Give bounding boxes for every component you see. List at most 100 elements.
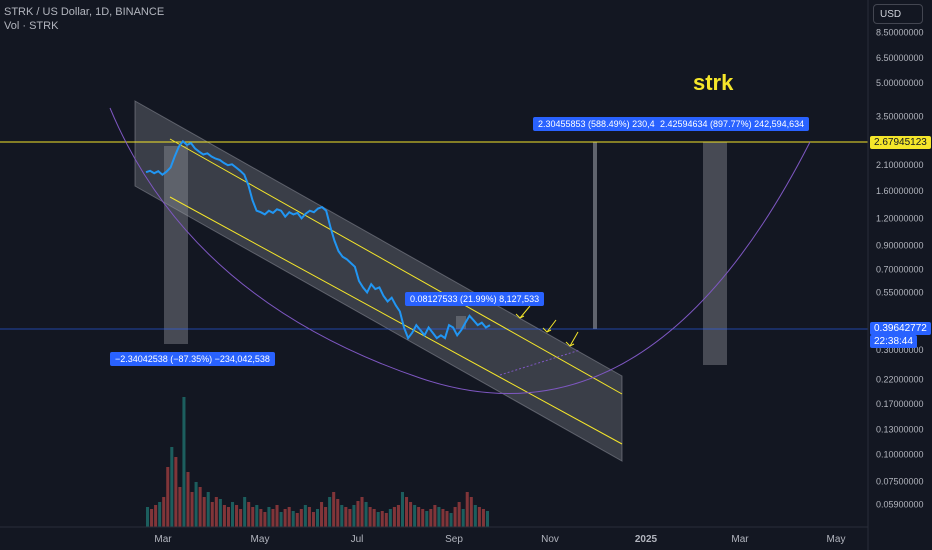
x-tick-label: Jul: [351, 534, 364, 545]
volume-bar: [263, 512, 267, 527]
volume-bar: [218, 499, 222, 527]
drop-measure-box: [164, 146, 188, 344]
x-tick-label: Nov: [541, 534, 559, 545]
volume-bar: [461, 509, 465, 527]
channel-upper-line: [169, 138, 623, 395]
volume-bar: [291, 511, 295, 527]
volume-bar: [417, 507, 421, 527]
y-tick-label: 0.17000000: [876, 399, 924, 409]
volume-bar: [413, 505, 417, 527]
volume-bar: [328, 497, 332, 527]
y-tick-label: 3.50000000: [876, 112, 924, 122]
y-tick-labels: 8.50000000 6.50000000 5.00000000 3.50000000…: [876, 27, 924, 509]
volume-bar: [384, 513, 388, 527]
volume-bar: [340, 505, 344, 527]
volume-bar: [388, 509, 392, 527]
volume-bar: [315, 509, 320, 527]
volume-bar: [348, 509, 352, 527]
target2-measure-box: [703, 142, 727, 365]
volume-bar: [360, 497, 364, 527]
volume-bar: [307, 507, 311, 527]
volume-bar: [364, 502, 368, 527]
y-tick-label: 6.50000000: [876, 53, 924, 63]
volume-bar: [303, 505, 307, 527]
measure-label-target2: 2.42594634 (897.77%) 242,594,634: [655, 117, 810, 131]
arrow-shaft: [519, 305, 531, 319]
volume-bar: [441, 509, 445, 527]
resistance-price-tag: 2.67945123: [870, 136, 931, 149]
volume-bar: [405, 497, 409, 527]
measure-label-down: −2.34042538 (−87.35%) −234,042,538: [110, 352, 275, 366]
arrow-head: [515, 313, 525, 319]
dotted-projection: [499, 349, 581, 376]
volume-bar: [146, 507, 150, 527]
symbol-title: STRK / US Dollar, 1D, BINANCE: [4, 6, 165, 18]
y-tick-label: 1.60000000: [876, 186, 924, 196]
volume-bar: [186, 472, 190, 527]
volume-bar: [473, 505, 477, 527]
volume-bar: [287, 507, 291, 527]
volume-bar: [283, 509, 287, 527]
y-tick-label: 0.07500000: [876, 477, 924, 487]
volume-bar: [243, 497, 247, 527]
volume-bar: [154, 505, 158, 527]
volume-bar: [190, 492, 194, 527]
x-tick-label: Mar: [731, 534, 749, 545]
volume-bar: [449, 513, 453, 527]
currency-button[interactable]: USD: [873, 4, 923, 24]
volume-bar: [356, 501, 360, 527]
volume-bar: [158, 502, 162, 527]
volume-bar: [380, 511, 384, 527]
arrow-shaft: [546, 319, 557, 333]
volume-bar: [206, 492, 210, 527]
y-tick-label: 0.13000000: [876, 424, 924, 434]
volume-bar: [320, 502, 324, 527]
volume-bar: [239, 509, 243, 527]
volume-bar: [481, 509, 485, 527]
volume-bar: [392, 507, 396, 527]
y-tick-label: 0.05900000: [876, 499, 924, 509]
y-tick-label: 0.10000000: [876, 449, 924, 459]
countdown-tag: 22:38:44: [870, 335, 917, 348]
volume-bar: [352, 505, 356, 527]
volume-bar: [222, 505, 226, 527]
measure-label-target1: 2.30455853 (588.49%) 230,455,853: [533, 117, 688, 131]
volume-bar: [421, 509, 425, 527]
trend-lines: [0, 107, 868, 445]
volume-bar: [445, 511, 449, 527]
channel-lower-line: [169, 196, 623, 445]
measure-label-small: 0.08127533 (21.99%) 8,127,533: [405, 292, 545, 306]
volume-legend: Vol · STRK: [4, 20, 59, 32]
volume-bar: [425, 511, 429, 527]
x-tick-label: May: [827, 534, 846, 545]
volume-bar: [178, 487, 182, 527]
volume-bar: [396, 505, 400, 527]
volume-bar: [336, 499, 340, 527]
y-tick-label: 2.10000000: [876, 160, 924, 170]
arrow-head: [565, 341, 575, 347]
volume-bar: [485, 511, 489, 527]
volume-bar: [198, 487, 202, 527]
volume-bar: [332, 492, 336, 527]
volume-bar: [376, 512, 380, 527]
volume-bar: [400, 492, 405, 527]
arrow-shaft: [569, 331, 579, 347]
volume-bar: [210, 502, 214, 527]
x-tick-label: May: [251, 534, 270, 545]
volume-bar: [368, 507, 372, 527]
volume-bar: [259, 509, 263, 527]
volume-bar: [275, 505, 279, 527]
small-measure-box: [456, 316, 466, 329]
volume-bar: [477, 507, 481, 527]
volume-bar: [469, 497, 473, 527]
arc-curve: [109, 107, 811, 394]
x-tick-label: 2025: [635, 534, 658, 545]
volume-bar: [166, 467, 170, 527]
y-tick-label: 0.22000000: [876, 374, 924, 384]
volume-bar: [372, 509, 376, 527]
volume-bar: [324, 507, 328, 527]
target1-measure-box: [593, 142, 597, 329]
volume-bar: [453, 507, 457, 527]
y-tick-label: 8.50000000: [876, 27, 924, 37]
